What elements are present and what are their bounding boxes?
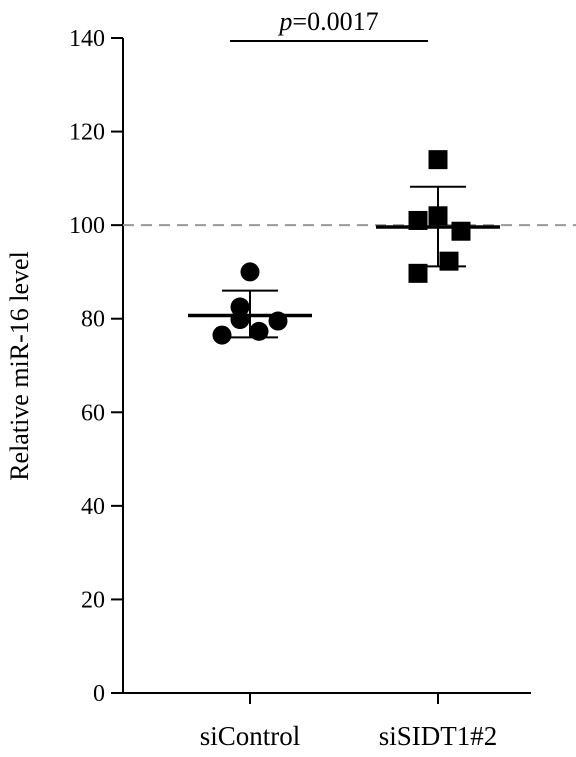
y-tick-label: 120 — [69, 120, 105, 146]
data-point-square — [428, 150, 448, 170]
data-point-square — [408, 263, 428, 283]
p-value: =0.0017 — [292, 7, 378, 36]
data-point-circle — [230, 310, 250, 330]
y-tick-label: 140 — [69, 26, 105, 52]
data-point-square — [408, 210, 428, 230]
y-tick-label: 60 — [81, 400, 105, 426]
x-category-label: siControl — [200, 721, 301, 751]
data-point-square — [451, 221, 471, 241]
y-tick-label: 40 — [81, 494, 105, 520]
y-tick-label: 80 — [81, 307, 105, 333]
p-value-label: p=0.0017 — [277, 7, 378, 36]
data-point-circle — [240, 262, 260, 282]
x-category-label: siSIDT1#2 — [379, 721, 498, 751]
y-tick-label: 0 — [93, 681, 105, 707]
y-tick-label: 20 — [81, 587, 105, 613]
y-tick-label: 100 — [69, 213, 105, 239]
data-point-square — [439, 251, 459, 271]
p-symbol: p — [277, 7, 292, 36]
data-marks — [188, 150, 500, 345]
data-point-circle — [212, 325, 232, 345]
axes: 0 20 40 60 80 100 120 140 siControl siSIDT1#2 — [69, 26, 531, 751]
y-axis-title: Relative miR-16 level — [5, 251, 34, 481]
data-point-circle — [249, 321, 269, 341]
significance-annotation: p=0.0017 — [230, 7, 428, 42]
